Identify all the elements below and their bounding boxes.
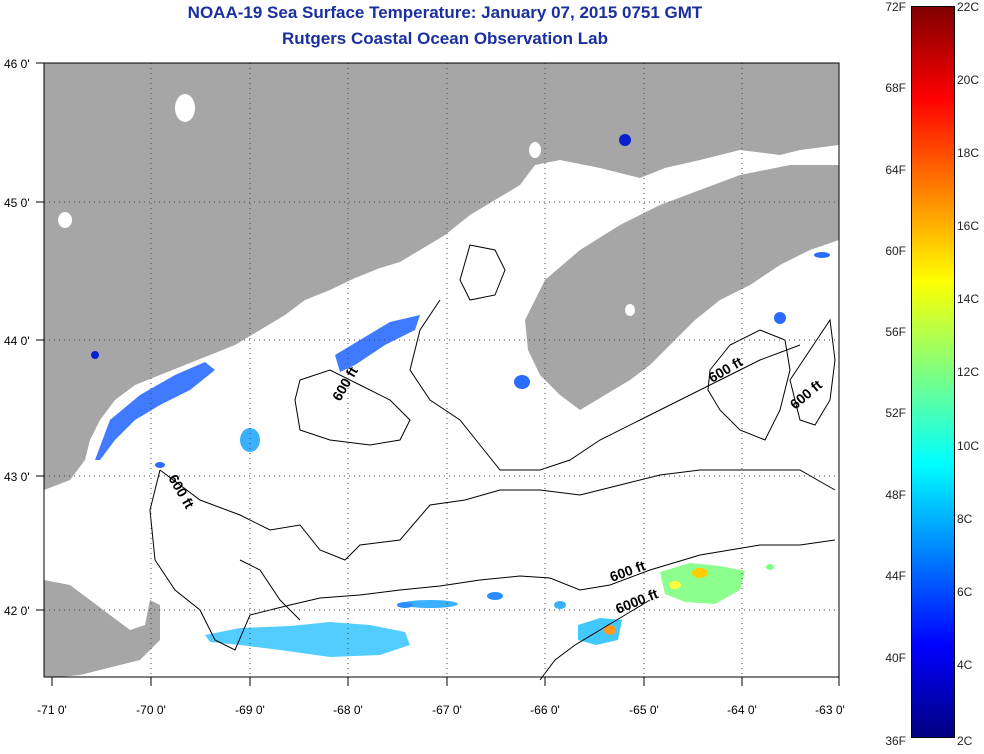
lon-label: -63 0' bbox=[815, 703, 845, 717]
sst-data bbox=[91, 134, 830, 657]
lon-label: -70 0' bbox=[136, 703, 166, 717]
colorbar-c-label: 4C bbox=[957, 658, 973, 672]
colorbar-c-label: 14C bbox=[957, 292, 980, 306]
lon-label: -65 0' bbox=[629, 703, 659, 717]
lon-label: -69 0' bbox=[235, 703, 265, 717]
colorbar-f-label: 44F bbox=[885, 569, 906, 583]
colorbar-c-label: 16C bbox=[957, 219, 980, 233]
lakes bbox=[58, 94, 635, 316]
colorbar-c-label: 6C bbox=[957, 585, 973, 599]
lat-label: 44 0' bbox=[4, 334, 30, 348]
map-title: NOAA-19 Sea Surface Temperature: January… bbox=[187, 3, 703, 22]
colorbar-c-label: 2C bbox=[957, 734, 973, 748]
colorbar-c-label: 18C bbox=[957, 146, 980, 160]
bathymetry-contours bbox=[149, 244, 836, 681]
lon-label: -67 0' bbox=[432, 703, 462, 717]
colorbar-c-label: 12C bbox=[957, 365, 980, 379]
lon-label: -71 0' bbox=[37, 703, 67, 717]
lon-label: -66 0' bbox=[530, 703, 560, 717]
lat-label: 46 0' bbox=[4, 57, 30, 71]
land bbox=[44, 63, 839, 677]
map-subtitle: Rutgers Coastal Ocean Observation Lab bbox=[282, 29, 608, 48]
colorbar-f-label: 56F bbox=[885, 325, 906, 339]
colorbar-f-label: 64F bbox=[885, 163, 906, 177]
map-frame bbox=[43, 62, 840, 678]
colorbar-f-label: 68F bbox=[885, 81, 906, 95]
lat-label: 43 0' bbox=[4, 470, 30, 484]
colorbar-f-label: 52F bbox=[885, 406, 906, 420]
lat-label: 45 0' bbox=[4, 196, 30, 210]
colorbar-c-label: 22C bbox=[957, 0, 980, 14]
colorbar-f-label: 72F bbox=[885, 0, 906, 14]
colorbar-c-label: 10C bbox=[957, 439, 980, 453]
lon-label: -68 0' bbox=[333, 703, 363, 717]
colorbar-c-label: 20C bbox=[957, 73, 980, 87]
axis-ticks bbox=[36, 62, 840, 686]
colorbar-f-label: 40F bbox=[885, 651, 906, 665]
colorbar-f-label: 36F bbox=[885, 734, 906, 748]
colorbar-c-label: 8C bbox=[957, 512, 973, 526]
lon-label: -64 0' bbox=[727, 703, 757, 717]
colorbar-f-label: 48F bbox=[885, 488, 906, 502]
colorbar bbox=[911, 6, 955, 738]
lat-label: 42 0' bbox=[4, 604, 30, 618]
colorbar-f-label: 60F bbox=[885, 244, 906, 258]
